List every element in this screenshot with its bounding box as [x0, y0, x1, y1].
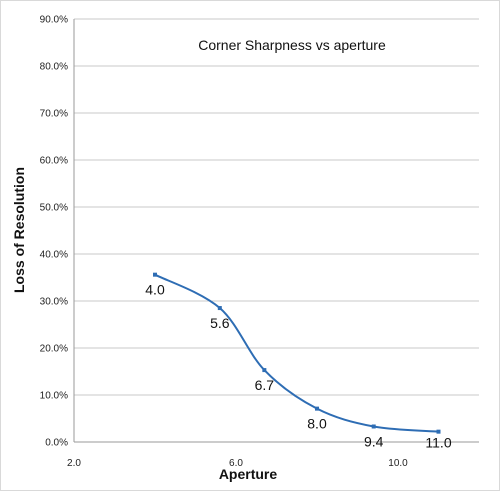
- data-annotations: 4.0 5.6 6.7 8.0 9.4 11.0: [145, 282, 452, 451]
- data-point: [436, 429, 441, 434]
- data-label: 5.6: [210, 315, 230, 331]
- y-tick-label: 20.0%: [40, 344, 68, 355]
- y-tick-label: 70.0%: [40, 109, 68, 120]
- data-point: [217, 306, 222, 311]
- y-tick-label: 60.0%: [40, 156, 68, 167]
- y-tick-label: 80.0%: [40, 62, 68, 73]
- data-points: [153, 272, 441, 434]
- data-point: [371, 424, 376, 429]
- data-point: [262, 368, 267, 373]
- series-line: [154, 273, 439, 433]
- y-tick-label: 40.0%: [40, 250, 68, 261]
- x-axis-title: Aperture: [219, 466, 278, 482]
- y-axis-title: Loss of Resolution: [11, 167, 27, 293]
- data-point: [315, 406, 319, 411]
- data-label: 11.0: [425, 435, 451, 451]
- y-tick-labels: 0.0% 10.0% 20.0% 30.0% 40.0% 50.0% 60.0% 70.0% 8…: [40, 15, 68, 449]
- y-tick-label: 0.0%: [45, 438, 68, 449]
- y-tick-label: 10.0%: [40, 391, 68, 402]
- data-label: 6.7: [255, 377, 275, 393]
- chart-title: Corner Sharpness vs aperture: [198, 37, 386, 53]
- x-tick-labels: 2.0 6.0 10.0: [67, 458, 408, 469]
- x-tick-label: 2.0: [67, 458, 81, 469]
- x-tick-label: 6.0: [229, 458, 243, 469]
- data-label: 4.0: [145, 282, 165, 298]
- gridlines: [73, 18, 479, 443]
- data-label: 8.0: [307, 416, 327, 432]
- y-tick-label: 90.0%: [40, 15, 68, 26]
- data-label: 9.4: [364, 433, 384, 449]
- y-tick-label: 30.0%: [40, 297, 68, 308]
- x-tick-label: 10.0: [388, 458, 408, 469]
- data-point: [153, 272, 157, 277]
- y-tick-label: 50.0%: [40, 203, 68, 214]
